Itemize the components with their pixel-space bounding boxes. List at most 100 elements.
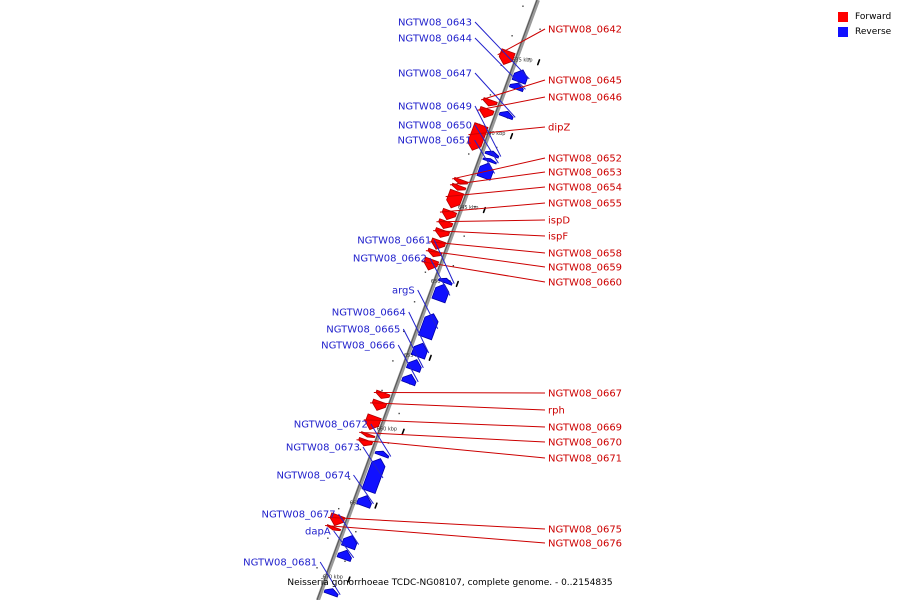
gene-arrow[interactable] (371, 398, 388, 411)
gene-NGTW08_0646[interactable]: NGTW08_0646 (477, 93, 622, 119)
gene-label: NGTW08_0660 (548, 278, 622, 289)
gene-label-leader (439, 202, 546, 213)
gene-NGTW08_0674[interactable]: NGTW08_0674 (276, 471, 374, 509)
gene-arrow[interactable] (508, 82, 524, 93)
gene-arrow[interactable] (358, 436, 374, 447)
tick-label: 650 kbp (431, 279, 451, 285)
gene-dapA[interactable]: dapA (305, 527, 355, 563)
gene-arrow[interactable] (430, 237, 447, 250)
gene-arrow[interactable] (401, 373, 417, 387)
gene-NGTW08_0667[interactable]: NGTW08_0667 (373, 389, 622, 400)
gene-NGTW08_0654[interactable]: NGTW08_0654 (445, 183, 622, 209)
gene-label-leader (433, 230, 546, 237)
gene-arrow[interactable] (434, 227, 451, 238)
gene-arrow[interactable] (441, 207, 458, 221)
gene-NGTW08_0666[interactable]: NGTW08_0666 (321, 341, 419, 387)
minor-tick-dot (452, 265, 455, 267)
gene-label-leader (402, 328, 424, 369)
gene-label-leader (408, 311, 430, 354)
gene-label: NGTW08_0649 (398, 102, 472, 113)
gene-NGTW08_0655[interactable]: NGTW08_0655 (439, 199, 622, 221)
minor-tick-dot (316, 567, 318, 569)
gene-label: NGTW08_0645 (548, 76, 622, 87)
gene-label: NGTW08_0655 (548, 199, 622, 210)
gene-arrow[interactable] (446, 188, 465, 209)
gene-label-leader (474, 124, 499, 164)
gene-label: NGTW08_0666 (321, 341, 395, 352)
gene-label: NGTW08_0675 (548, 525, 622, 536)
gene-ispF[interactable]: ispF (433, 227, 568, 243)
gene-NGTW08_0675[interactable]: NGTW08_0675 (328, 512, 622, 536)
major-ticks: 635 kbp 640 kbp 645 kbp 650 kbp 655 kbp 660 k… (323, 57, 541, 583)
major-tick-mark (374, 502, 378, 509)
gene-label: NGTW08_0653 (548, 168, 622, 179)
gene-label-leader (449, 171, 546, 186)
gene-ispD[interactable]: ispD (436, 216, 570, 230)
gene-arrow[interactable] (361, 458, 386, 495)
gene-NGTW08_0671[interactable]: NGTW08_0671 (356, 436, 623, 465)
gene-arrow[interactable] (356, 495, 372, 509)
major-tick-mark (509, 132, 514, 140)
gene-arrow[interactable] (467, 122, 489, 151)
gene-arrow[interactable] (482, 157, 497, 165)
gene-label: NGTW08_0664 (332, 308, 406, 319)
gene-arrow[interactable] (364, 413, 382, 431)
gene-NGTW08_0643[interactable]: NGTW08_0643 (398, 18, 530, 85)
gene-NGTW08_0662[interactable]: NGTW08_0662 (353, 254, 451, 304)
gene-label-leader (417, 289, 439, 329)
gene-label: ispF (548, 232, 568, 243)
minor-tick-dot (539, 28, 541, 30)
gene-arrow[interactable] (336, 549, 352, 563)
gene-label: NGTW08_0661 (357, 236, 431, 247)
major-tick-mark (347, 576, 351, 583)
gene-NGTW08_0644[interactable]: NGTW08_0644 (398, 34, 526, 93)
gene-NGTW08_0645[interactable]: NGTW08_0645 (480, 76, 622, 107)
gene-label: NGTW08_0673 (286, 443, 360, 454)
gene-arrow[interactable] (410, 342, 428, 360)
gene-label: NGTW08_0667 (548, 389, 622, 400)
gene-label: NGTW08_0650 (398, 121, 472, 132)
legend-label-forward: Forward (855, 11, 892, 22)
strand-legend: Forward Reverse (838, 9, 891, 39)
gene-NGTW08_0673[interactable]: NGTW08_0673 (286, 443, 386, 495)
gene-label: NGTW08_0651 (398, 136, 472, 147)
gene-NGTW08_0670[interactable]: NGTW08_0670 (359, 431, 622, 449)
legend-item-reverse: Reverse (838, 24, 891, 39)
minor-tick-dot (398, 412, 400, 415)
gene-NGTW08_0658[interactable]: NGTW08_0658 (429, 237, 622, 260)
gene-label-leader (425, 250, 546, 268)
gene-label-leader (359, 431, 546, 443)
gene-NGTW08_0676[interactable]: NGTW08_0676 (325, 524, 622, 550)
gene-NGTW08_0672[interactable]: NGTW08_0672 (294, 420, 392, 459)
gene-dipZ[interactable]: dipZ (467, 122, 571, 151)
gene-arrow[interactable] (431, 283, 450, 304)
gene-argS[interactable]: argS (392, 286, 439, 341)
gene-arrow[interactable] (323, 588, 339, 598)
gene-label-leader (373, 391, 546, 394)
tick-label: 645 kbp (458, 205, 478, 211)
gene-arrow[interactable] (438, 218, 454, 230)
minor-tick-dot (344, 560, 346, 562)
gene-NGTW08_0649[interactable]: NGTW08_0649 (398, 102, 502, 159)
major-tick-mark (536, 59, 541, 66)
gene-NGTW08_0681[interactable]: NGTW08_0681 (243, 558, 341, 598)
gene-label: NGTW08_0674 (276, 471, 350, 482)
gene-arrow[interactable] (375, 389, 391, 399)
gene-arrow[interactable] (484, 150, 500, 159)
minor-tick-dot (381, 389, 383, 392)
gene-NGTW08_0669[interactable]: NGTW08_0669 (363, 413, 622, 434)
gene-arrow[interactable] (498, 110, 514, 121)
gene-NGTW08_0653[interactable]: NGTW08_0653 (449, 168, 622, 191)
gene-arrow[interactable] (405, 359, 422, 373)
gene-arrow[interactable] (374, 450, 390, 459)
gene-NGTW08_0664[interactable]: NGTW08_0664 (332, 308, 430, 360)
forward-swatch (838, 11, 848, 22)
genome-backbone (316, 0, 540, 600)
gene-rph[interactable]: rph (370, 398, 565, 417)
tick-label: 660 kbp (377, 427, 397, 433)
tick-label: 655 kbp (404, 353, 424, 359)
gene-label: NGTW08_0658 (548, 249, 622, 260)
minor-tick-dot (355, 531, 357, 533)
gene-arrow[interactable] (511, 69, 528, 85)
